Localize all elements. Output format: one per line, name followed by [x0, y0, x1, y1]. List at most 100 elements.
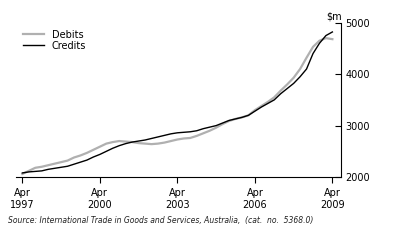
Credits	[110, 147, 115, 150]
Credits	[162, 134, 167, 137]
Debits	[33, 166, 38, 169]
Credits	[181, 131, 186, 134]
Text: $m: $m	[326, 11, 341, 21]
Text: Apr
1997: Apr 1997	[10, 188, 35, 210]
Debits	[110, 141, 115, 143]
Debits	[117, 140, 121, 142]
Credits	[246, 114, 251, 117]
Debits	[27, 170, 31, 172]
Text: Apr
2009: Apr 2009	[320, 188, 345, 210]
Debits	[298, 68, 303, 70]
Legend: Debits, Credits: Debits, Credits	[21, 27, 88, 53]
Credits	[272, 99, 277, 101]
Credits	[123, 142, 128, 145]
Credits	[227, 119, 231, 122]
Credits	[317, 42, 322, 45]
Debits	[201, 132, 206, 135]
Debits	[330, 38, 335, 41]
Credits	[233, 118, 238, 120]
Debits	[220, 123, 225, 126]
Debits	[227, 120, 231, 122]
Debits	[168, 140, 173, 142]
Credits	[98, 153, 102, 156]
Credits	[71, 163, 76, 165]
Text: Apr
2000: Apr 2000	[87, 188, 112, 210]
Text: Apr
2003: Apr 2003	[165, 188, 190, 210]
Credits	[201, 127, 206, 130]
Debits	[214, 126, 218, 129]
Debits	[39, 165, 44, 168]
Credits	[291, 82, 296, 85]
Credits	[214, 124, 218, 127]
Credits	[149, 137, 154, 140]
Debits	[259, 105, 264, 107]
Credits	[52, 167, 57, 170]
Debits	[65, 159, 70, 162]
Debits	[123, 140, 128, 143]
Text: Apr
2006: Apr 2006	[243, 188, 267, 210]
Credits	[168, 133, 173, 135]
Debits	[304, 56, 309, 59]
Credits	[330, 31, 335, 33]
Credits	[39, 170, 44, 172]
Debits	[195, 135, 199, 137]
Credits	[298, 75, 303, 78]
Credits	[207, 126, 212, 128]
Debits	[324, 37, 328, 39]
Debits	[59, 161, 64, 163]
Debits	[233, 118, 238, 120]
Debits	[130, 141, 135, 143]
Debits	[266, 101, 270, 103]
Debits	[149, 143, 154, 146]
Credits	[91, 156, 96, 158]
Credits	[27, 170, 31, 173]
Credits	[188, 131, 193, 133]
Credits	[278, 92, 283, 95]
Debits	[246, 114, 251, 117]
Credits	[117, 144, 121, 147]
Debits	[252, 109, 257, 111]
Debits	[91, 148, 96, 151]
Debits	[188, 137, 193, 139]
Text: Source: International Trade in Goods and Services, Australia,  (cat.  no.  5368.: Source: International Trade in Goods and…	[8, 216, 313, 225]
Debits	[98, 145, 102, 148]
Credits	[33, 170, 38, 173]
Debits	[278, 89, 283, 92]
Debits	[291, 76, 296, 79]
Credits	[324, 34, 328, 37]
Credits	[136, 140, 141, 142]
Debits	[310, 46, 315, 48]
Debits	[52, 162, 57, 165]
Debits	[136, 142, 141, 144]
Debits	[181, 137, 186, 140]
Debits	[207, 129, 212, 132]
Debits	[162, 141, 167, 144]
Debits	[143, 142, 147, 145]
Debits	[272, 96, 277, 99]
Credits	[259, 106, 264, 109]
Credits	[143, 139, 147, 141]
Debits	[317, 39, 322, 42]
Credits	[156, 136, 160, 138]
Credits	[130, 141, 135, 143]
Credits	[59, 166, 64, 169]
Credits	[20, 172, 25, 174]
Credits	[304, 68, 309, 70]
Credits	[239, 116, 244, 119]
Debits	[285, 83, 289, 86]
Credits	[78, 161, 83, 163]
Credits	[285, 87, 289, 90]
Credits	[46, 168, 50, 171]
Credits	[266, 102, 270, 105]
Line: Credits: Credits	[22, 32, 332, 173]
Debits	[85, 151, 89, 154]
Debits	[46, 164, 50, 167]
Debits	[239, 116, 244, 119]
Credits	[104, 150, 109, 153]
Credits	[195, 129, 199, 132]
Credits	[252, 110, 257, 113]
Debits	[78, 154, 83, 157]
Credits	[65, 165, 70, 168]
Credits	[310, 52, 315, 55]
Credits	[85, 159, 89, 161]
